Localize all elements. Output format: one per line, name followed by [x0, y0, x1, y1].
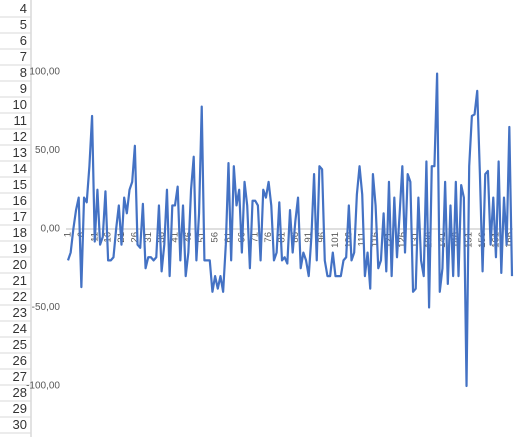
x-tick-label: 106 — [343, 232, 354, 248]
row-header: 6 — [20, 33, 27, 48]
x-tick-label: 71 — [250, 232, 261, 243]
row-header-bg — [0, 0, 31, 437]
x-tick-label: 31 — [143, 232, 154, 243]
row-header: 12 — [13, 129, 27, 144]
row-header: 23 — [13, 305, 27, 320]
row-header: 17 — [13, 209, 27, 224]
x-tick-label: 76 — [263, 232, 274, 243]
x-tick-label: 131 — [410, 232, 421, 248]
x-tick-label: 111 — [357, 232, 368, 246]
row-header: 5 — [20, 17, 27, 32]
x-tick-label: 96 — [317, 232, 328, 243]
y-tick-label: -100,00 — [26, 381, 60, 392]
row-header: 11 — [14, 113, 28, 128]
y-tick-label: 50,00 — [35, 145, 60, 156]
row-header: 8 — [20, 65, 27, 80]
row-header: 10 — [13, 97, 27, 112]
x-tick-label: 41 — [170, 232, 181, 243]
row-header: 25 — [13, 337, 27, 352]
x-tick-label: 6 — [76, 232, 87, 237]
row-header: 29 — [13, 401, 27, 416]
x-tick-label: 91 — [303, 232, 314, 243]
row-header: 7 — [20, 49, 27, 64]
row-header: 20 — [13, 257, 27, 272]
x-tick-label: 26 — [129, 232, 140, 243]
row-header: 26 — [13, 353, 27, 368]
row-header: 21 — [13, 273, 27, 288]
x-tick-label: 146 — [450, 232, 461, 248]
x-tick-label: 56 — [210, 232, 221, 243]
row-header: 27 — [13, 369, 27, 384]
data-line — [66, 72, 514, 388]
row-header: 24 — [13, 321, 27, 336]
y-tick-label: 100,00 — [29, 67, 60, 78]
y-tick-label: -50,00 — [32, 302, 61, 313]
row-header: 19 — [13, 241, 27, 256]
x-tick-label: 166 — [504, 232, 514, 248]
x-tick-label: 36 — [156, 232, 167, 243]
row-header: 9 — [20, 81, 27, 96]
x-tick-label: 136 — [424, 232, 435, 248]
row-header: 30 — [13, 417, 27, 432]
x-tick-label: 101 — [330, 232, 341, 248]
x-tick-label: 126 — [397, 232, 408, 248]
x-tick-label: 1 — [63, 232, 74, 237]
x-tick-label: 86 — [290, 232, 301, 243]
row-header: 18 — [13, 225, 27, 240]
x-tick-label: 51 — [196, 232, 207, 243]
x-tick-label: 121 — [383, 232, 394, 248]
row-header: 28 — [13, 385, 27, 400]
row-header: 14 — [13, 161, 27, 176]
x-tick-label: 116 — [370, 232, 381, 247]
y-tick-label: 0,00 — [41, 224, 61, 235]
row-header: 16 — [13, 193, 27, 208]
row-header: 22 — [13, 289, 27, 304]
row-header: 15 — [13, 177, 27, 192]
row-header: 4 — [20, 1, 27, 16]
x-tick-label: 61 — [223, 232, 234, 243]
row-header: 13 — [13, 145, 27, 160]
